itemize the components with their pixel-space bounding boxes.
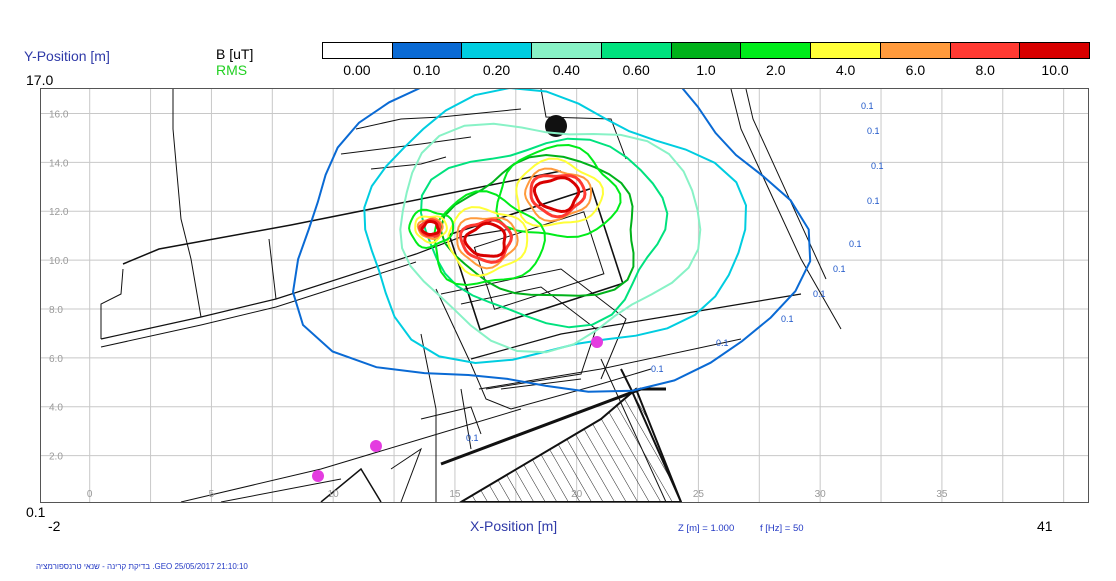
legend-label: 6.0: [905, 62, 926, 78]
x-tick-label: 5: [209, 489, 215, 500]
legend-label: 8.0: [975, 62, 995, 78]
y-max-label: 17.0: [26, 72, 54, 88]
legend-label: 0.00: [343, 62, 371, 78]
x-max-label: 41: [1037, 518, 1053, 534]
z-height-info: Z [m] = 1.000: [678, 523, 735, 534]
x-min-label: -2: [48, 518, 61, 534]
x-tick-label: 30: [815, 489, 827, 500]
contour-line: [418, 218, 442, 238]
contour-value-label: 0.1: [867, 196, 880, 206]
field-plot-svg: 0.1 0.1 0.1 0.1 0.1 0.1 0.1 0.1 0.1 0.1 0.1 0 5 10 15…: [41, 89, 1088, 502]
contour-value-label: 0.1: [651, 364, 664, 374]
quantity-label: B [uT]: [216, 46, 254, 62]
contour-labels: 0.1 0.1 0.1 0.1 0.1 0.1 0.1 0.1 0.1 0.1 0.1: [466, 101, 884, 443]
y-min-label: 0.1: [26, 504, 46, 520]
contour-line: [420, 220, 441, 236]
y-axis-title: Y-Position [m]: [24, 48, 110, 64]
legend-swatch: [950, 43, 1021, 58]
y-tick-label: 6.0: [49, 354, 63, 365]
measurement-markers: [312, 336, 603, 482]
color-legend-labels: 0.00 0.10 0.20 0.40 0.60 1.0 2.0 4.0 6.0 8.0 10.0: [322, 62, 1090, 78]
legend-swatch: [392, 43, 463, 58]
legend-label: 4.0: [835, 62, 856, 78]
contour-line: [399, 122, 702, 354]
y-tick-labels: 2.0 4.0 6.0 8.0 10.0 12.0 14.0 16.0: [49, 109, 69, 462]
x-tick-label: 15: [449, 489, 461, 500]
y-tick-label: 2.0: [49, 452, 63, 463]
legend-swatch: [671, 43, 742, 58]
contour-value-label: 0.1: [849, 239, 862, 249]
contour-value-label: 0.1: [871, 161, 884, 171]
legend-swatch: [601, 43, 672, 58]
contour-line: [529, 173, 587, 219]
contour-line: [523, 167, 592, 223]
y-tick-label: 14.0: [49, 158, 69, 169]
y-tick-label: 8.0: [49, 305, 63, 316]
contour-value-label: 0.1: [466, 433, 479, 443]
legend-swatch: [880, 43, 951, 58]
contour-line: [363, 89, 748, 365]
legend-label: 2.0: [766, 62, 786, 78]
x-tick-label: 0: [87, 489, 93, 500]
x-tick-label: 10: [328, 489, 340, 500]
x-tick-label: 20: [571, 489, 583, 500]
contour-line: [419, 137, 669, 329]
footer-info: בדיקת קרינה - שנאי טרנספורמציה .GEO 25/0…: [36, 562, 248, 571]
legend-swatch: [1020, 43, 1090, 58]
contour-line: [463, 221, 507, 258]
contour-value-label: 0.1: [716, 338, 729, 348]
contour-line: [291, 89, 812, 393]
legend-swatch: [532, 43, 602, 58]
site-plan-drawing: [100, 89, 842, 502]
legend-label: 0.10: [413, 62, 441, 78]
legend-label: 0.40: [552, 62, 580, 78]
legend-swatch: [811, 43, 881, 58]
x-tick-label: 35: [936, 489, 948, 500]
legend-swatch: [741, 43, 812, 58]
contour-value-label: 0.1: [833, 264, 846, 274]
legend-swatch: [462, 43, 533, 58]
x-axis-title: X-Position [m]: [470, 518, 558, 534]
contour-line: [408, 208, 455, 250]
plot-area[interactable]: 0.1 0.1 0.1 0.1 0.1 0.1 0.1 0.1 0.1 0.1 0.1 0 5 10 15…: [40, 88, 1089, 503]
x-tick-labels: 0 5 10 15 20 25 30 35: [87, 489, 948, 500]
legend-swatch: [323, 43, 393, 58]
contour-line: [433, 190, 546, 287]
contour-value-label: 0.1: [867, 126, 880, 136]
frequency-info: f [Hz] = 50: [760, 523, 804, 534]
contour-line: [414, 215, 448, 244]
x-tick-label: 25: [693, 489, 705, 500]
legend-label: 1.0: [696, 62, 716, 78]
contour-value-label: 0.1: [861, 101, 874, 111]
y-tick-label: 4.0: [49, 403, 63, 414]
y-tick-label: 10.0: [49, 256, 69, 267]
contour-value-label: 0.1: [781, 314, 794, 324]
y-tick-label: 16.0: [49, 109, 69, 120]
legend-label: 0.60: [622, 62, 650, 78]
y-tick-label: 12.0: [49, 207, 69, 218]
mode-label: RMS: [216, 62, 248, 78]
hatched-building: [320, 358, 683, 502]
color-legend-bar: [322, 42, 1090, 59]
contour-line: [446, 206, 529, 277]
contour-value-label: 0.1: [813, 289, 826, 299]
contour-line: [495, 143, 622, 239]
contour-line: [515, 157, 605, 228]
legend-label: 0.20: [482, 62, 511, 78]
contour-line: [532, 176, 581, 214]
legend-label: 10.0: [1041, 62, 1069, 78]
field-contours: [291, 89, 812, 393]
contour-line: [458, 218, 514, 264]
